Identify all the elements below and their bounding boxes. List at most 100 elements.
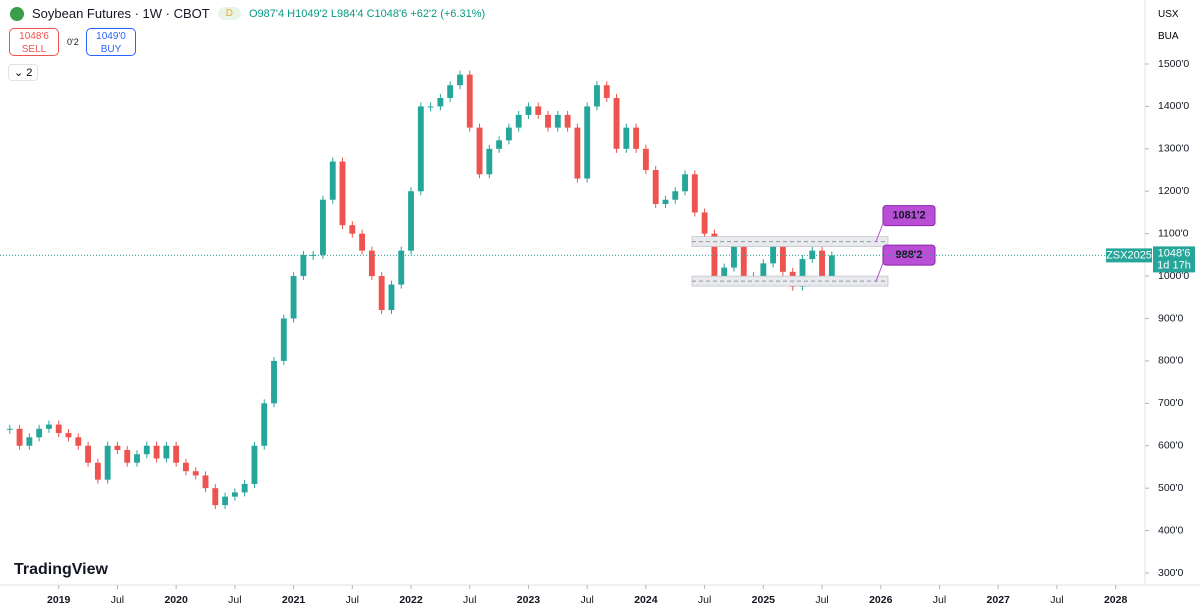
candle-body [183, 462, 189, 472]
candle-body [437, 97, 444, 107]
y-tick-label: 1000'0 [1158, 270, 1189, 282]
candle-body [770, 246, 777, 264]
candle-body [525, 106, 532, 115]
level-label: 1081'2 [892, 210, 925, 222]
candle-body [300, 254, 307, 277]
legend-header: Soybean Futures · 1W · CBOT D O987'4 H10… [10, 6, 485, 21]
sell-button[interactable]: 1048'6 SELL [9, 28, 59, 56]
candle-body [682, 174, 688, 192]
candle-body [251, 445, 258, 484]
candle-body [750, 276, 757, 281]
candle-body [329, 161, 336, 200]
logo: TradingView [14, 561, 108, 578]
candle-body [701, 212, 708, 234]
currency[interactable]: USX [1158, 9, 1179, 20]
candle-body [417, 106, 424, 192]
candle-body [143, 445, 150, 455]
x-tick-label: Jul [228, 594, 241, 606]
level-callout [882, 244, 936, 266]
candle-body [691, 174, 698, 213]
x-tick-label: 2024 [634, 594, 658, 606]
candle-body [594, 85, 600, 107]
candle-body [349, 225, 356, 234]
y-tick-label: 800'0 [1158, 355, 1184, 367]
candle-body [447, 85, 454, 98]
countdown-label: 1d 17h [1157, 259, 1191, 271]
candle-body [153, 445, 160, 459]
x-tick-label: Jul [1050, 594, 1063, 606]
buy-button[interactable]: 1049'0 BUY [86, 28, 136, 56]
candle-body [721, 267, 728, 277]
interval-badge[interactable]: D [217, 7, 241, 20]
candle-body [760, 263, 767, 281]
candle-body [613, 97, 620, 149]
x-tick-label: Jul [346, 594, 359, 606]
level-callout-leader [875, 262, 884, 282]
candle-body [280, 318, 287, 361]
level-callout [882, 205, 936, 227]
candle-body [173, 445, 180, 463]
y-tick-label: 1400'0 [1158, 100, 1189, 112]
indicators-toggle[interactable]: ⌄ 2 [8, 64, 39, 81]
y-tick-label: 1500'0 [1158, 58, 1189, 70]
y-tick-label: 1100'0 [1158, 227, 1189, 239]
candle-body [584, 106, 591, 179]
x-tick-label: Jul [933, 594, 946, 606]
candle-body [623, 127, 630, 149]
ohlc-values: O987'4 H1049'2 L984'4 C1048'6 +62'2 (+6.… [248, 7, 486, 20]
y-tick-label: 300'0 [1158, 567, 1184, 579]
candle-body [564, 114, 571, 128]
y-tick-label: 700'0 [1158, 397, 1184, 409]
candle-body [672, 191, 679, 200]
level-label: 988'2 [895, 249, 922, 261]
y-tick-label: 1200'0 [1158, 185, 1189, 197]
buy-label: BUY [100, 44, 122, 55]
candle-body [55, 424, 62, 434]
candle-body [271, 360, 277, 404]
candle-body [222, 496, 229, 506]
candle-body [261, 403, 268, 446]
candle-body [457, 74, 463, 86]
candle-body [486, 148, 493, 175]
candle-body [192, 471, 199, 476]
candle-body [799, 259, 806, 287]
candle-body [6, 428, 13, 430]
x-tick-label: 2026 [869, 594, 893, 606]
symbol-icon [10, 6, 24, 21]
indicator-count: 2 [26, 67, 33, 79]
candle-body [94, 462, 101, 480]
candle-body [378, 276, 385, 311]
candle-body [65, 433, 72, 438]
candle-body [545, 114, 551, 128]
candle-body [320, 199, 326, 255]
candle-body [515, 114, 522, 128]
sell-label: SELL [21, 44, 47, 55]
level-band [691, 275, 889, 287]
candle-body [427, 106, 434, 108]
sell-price: 1048'6 [19, 31, 49, 42]
candle-body [388, 284, 395, 311]
candle-body [16, 428, 23, 446]
level-band [691, 236, 889, 247]
price-badge [1153, 246, 1195, 273]
candle-body [652, 170, 659, 204]
candle-body [26, 437, 33, 446]
x-tick-label: 2022 [399, 594, 423, 606]
price-label: 1048'6 [1158, 247, 1191, 259]
candle-body [819, 250, 825, 277]
candle-body [85, 445, 92, 463]
candle-body [466, 74, 473, 128]
candle-body [779, 246, 786, 272]
spread: 0'2 [67, 37, 79, 47]
x-tick-label: 2019 [47, 594, 71, 606]
level-callout-leader [875, 223, 884, 242]
unit[interactable]: BUA [1158, 31, 1179, 42]
symbol-badge [1106, 248, 1152, 263]
candle-body [241, 483, 248, 493]
x-tick-label: 2028 [1104, 594, 1128, 606]
candle-body [163, 445, 170, 459]
symbol-title[interactable]: Soybean Futures · 1W · CBOT [32, 6, 210, 21]
candle-body [202, 475, 209, 489]
candle-body [642, 148, 649, 171]
